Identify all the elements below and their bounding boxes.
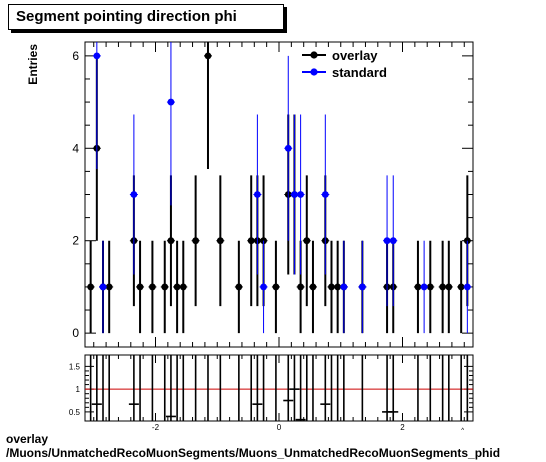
main-plot-frame xyxy=(84,41,474,348)
overlay-point xyxy=(87,283,95,291)
footer-path: /Muons/UnmatchedRecoMuonSegments/Muons_U… xyxy=(6,446,501,460)
y-tick-label: 6 xyxy=(72,49,79,63)
overlay-point xyxy=(439,283,447,291)
y-tick-label: 2 xyxy=(72,234,79,248)
standard-point xyxy=(284,144,292,152)
standard-point xyxy=(291,191,298,198)
standard-point xyxy=(167,98,175,106)
footer-label: overlay xyxy=(6,432,49,446)
overlay-point xyxy=(297,283,305,291)
ratio-y-tick-label: 1.5 xyxy=(69,362,81,371)
ratio-y-tick-label: 1 xyxy=(76,385,81,394)
overlay-point xyxy=(204,52,212,60)
standard-point xyxy=(253,191,261,198)
overlay-point xyxy=(167,237,175,245)
ratio-y-tick-label: 0.5 xyxy=(69,408,81,417)
overlay-point xyxy=(247,237,255,245)
overlay-point xyxy=(414,283,422,291)
overlay-point xyxy=(216,237,224,245)
standard-point xyxy=(93,52,101,60)
ratio-x-tick-label: -2 xyxy=(152,423,160,430)
overlay-point xyxy=(303,237,311,245)
overlay-point xyxy=(173,283,181,291)
legend-marker xyxy=(310,68,318,76)
legend-label-standard: standard xyxy=(332,65,387,80)
overlay-point xyxy=(105,283,113,291)
x-axis-end-label: ^ xyxy=(461,428,465,430)
y-tick-label: 4 xyxy=(72,141,79,155)
standard-point xyxy=(99,283,107,291)
standard-point xyxy=(130,191,138,198)
standard-point xyxy=(420,283,428,291)
overlay-point xyxy=(328,283,335,291)
plot-canvas: 0 2 4 6 Entries overlay standard 0.5 1 1.5 -2 0 2 ^ xyxy=(26,41,474,430)
title-box: Segment pointing direction phi xyxy=(8,4,284,30)
overlay-point xyxy=(179,283,187,291)
legend-marker xyxy=(310,51,318,59)
y-axis-label: Entries xyxy=(26,44,40,85)
overlay-point xyxy=(136,283,144,291)
standard-point xyxy=(463,283,471,291)
y-tick-label: 0 xyxy=(72,326,79,340)
standard-point xyxy=(321,191,329,198)
overlay-point xyxy=(445,283,453,291)
overlay-point xyxy=(272,283,280,291)
overlay-point xyxy=(426,283,434,291)
standard-point xyxy=(389,237,397,245)
standard-point xyxy=(358,283,366,291)
ratio-x-tick-label: 2 xyxy=(400,423,405,430)
overlay-point xyxy=(235,283,243,291)
overlay-point xyxy=(334,283,342,291)
standard-point xyxy=(340,283,348,291)
standard-point xyxy=(383,237,391,245)
overlay-point xyxy=(309,283,317,291)
overlay-point xyxy=(192,237,200,245)
chart-title: Segment pointing direction phi xyxy=(16,8,237,25)
standard-point xyxy=(260,283,267,291)
overlay-point xyxy=(457,283,465,291)
overlay-point xyxy=(161,283,169,291)
standard-point xyxy=(297,191,305,198)
ratio-plot-frame xyxy=(84,354,474,422)
overlay-point xyxy=(149,283,156,291)
ratio-x-tick-label: 0 xyxy=(277,423,282,430)
legend-label-overlay: overlay xyxy=(332,48,378,63)
